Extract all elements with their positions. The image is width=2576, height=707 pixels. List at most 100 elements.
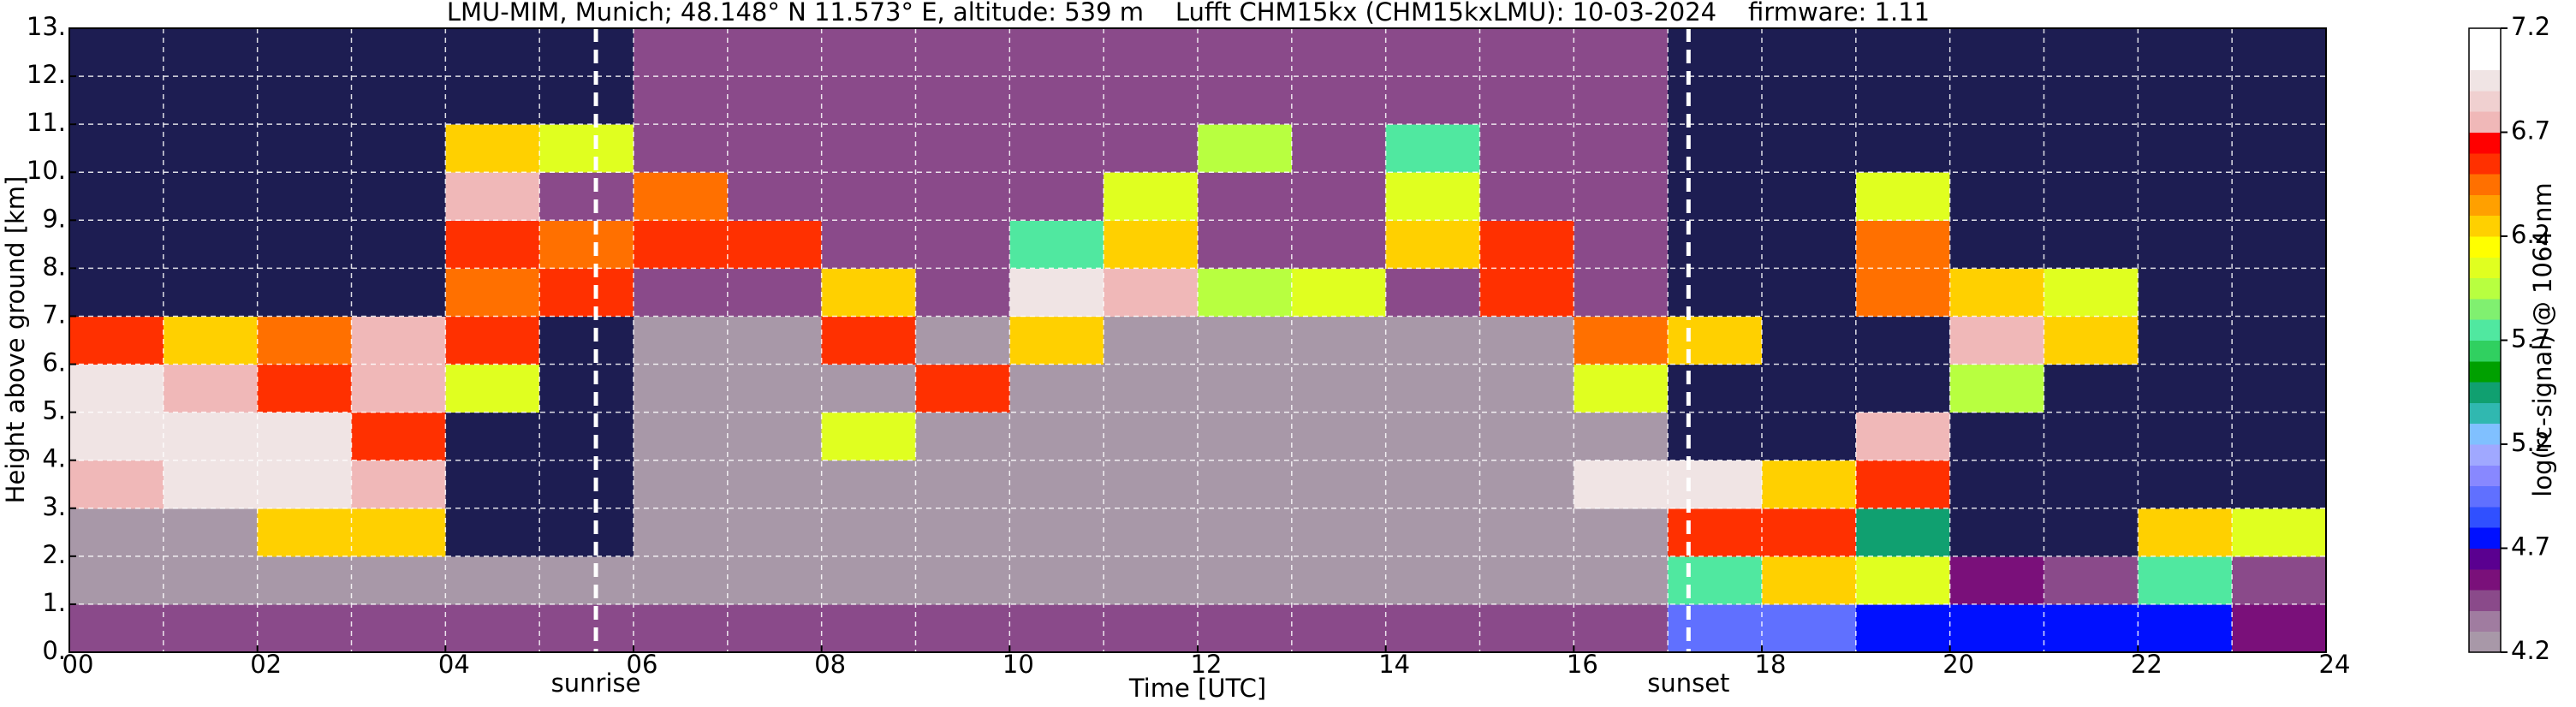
heatmap-cell: [1009, 28, 1104, 77]
heatmap-cell: [163, 76, 259, 125]
heatmap-cell: [634, 124, 729, 173]
heatmap-cell: [634, 28, 729, 77]
heatmap-cell: [1009, 460, 1104, 509]
x-tick-label: 06: [627, 650, 658, 679]
heatmap-cell: [821, 124, 916, 173]
heatmap-cell: [2138, 268, 2233, 317]
heatmap-cell: [2138, 76, 2233, 125]
heatmap-cell: [1385, 76, 1480, 125]
colorbar-segment: [2469, 568, 2501, 591]
colorbar-tick-label: 5.2: [2511, 428, 2550, 457]
heatmap-cell: [351, 172, 446, 221]
heatmap-cell: [69, 364, 164, 413]
heatmap-cell: [2232, 28, 2327, 77]
heatmap-cell: [1198, 172, 1293, 221]
heatmap-cell: [1855, 603, 1951, 653]
heatmap-cell: [1385, 220, 1480, 269]
heatmap-cell: [1479, 508, 1574, 557]
heatmap-cell: [1291, 364, 1387, 413]
heatmap-cell: [257, 603, 352, 653]
heatmap-cell: [1574, 220, 1669, 269]
x-tick-label: 24: [2319, 650, 2351, 679]
heatmap-cell: [1104, 124, 1199, 173]
heatmap-cell: [2232, 124, 2327, 173]
colorbar-tick-label: 5.7: [2511, 324, 2550, 354]
colorbar-segment: [2469, 215, 2501, 237]
chart-title: LMU-MIM, Munich; 48.148° N 11.573° E, al…: [447, 0, 1930, 27]
heatmap-cell: [2232, 508, 2327, 557]
heatmap-cell: [821, 172, 916, 221]
heatmap-cell: [1479, 220, 1574, 269]
y-tick-label: 2.: [42, 540, 66, 569]
heatmap-cell: [1385, 28, 1480, 77]
colorbar-segment: [2469, 152, 2501, 175]
plot-frame: [68, 27, 2327, 653]
heatmap-cell: [539, 412, 634, 461]
heatmap-cell: [1104, 76, 1199, 125]
heatmap-cell: [2138, 412, 2233, 461]
heatmap-cell: [1104, 556, 1199, 605]
y-tick-label: 3.: [42, 492, 66, 521]
colorbar-tick-label: 4.7: [2511, 532, 2550, 561]
heatmap-cell: [257, 28, 352, 77]
heatmap-cell: [2138, 124, 2233, 173]
heatmap-cell: [915, 76, 1010, 125]
heatmap-cell: [1949, 76, 2044, 125]
heatmap-cell: [2138, 316, 2233, 365]
colorbar-segment: [2469, 111, 2501, 133]
colorbar-segment: [2469, 236, 2501, 258]
x-tick-label: 08: [814, 650, 846, 679]
heatmap-cell: [2044, 603, 2139, 653]
heatmap-cell: [1198, 220, 1293, 269]
heatmap-cell: [445, 172, 540, 221]
heatmap-cell: [1009, 268, 1104, 317]
heatmap-cell: [915, 603, 1010, 653]
heatmap-cell: [915, 172, 1010, 221]
heatmap-cell: [915, 508, 1010, 557]
y-tick-label: 1.: [42, 588, 66, 617]
heatmap-cell: [539, 220, 634, 269]
heatmap-cell: [1479, 556, 1574, 605]
heatmap-cell: [1762, 460, 1857, 509]
heatmap-cell: [351, 603, 446, 653]
heatmap-cell: [2232, 316, 2327, 365]
heatmap-cell: [1668, 603, 1763, 653]
heatmap-cell: [1855, 268, 1951, 317]
x-tick-label: 10: [1002, 650, 1034, 679]
colorbar-segment: [2469, 90, 2501, 112]
heatmap-cell: [1668, 268, 1763, 317]
heatmap-cell: [1198, 508, 1293, 557]
heatmap-cell: [1762, 508, 1857, 557]
heatmap-cell: [2044, 28, 2139, 77]
heatmap-cell: [1762, 28, 1857, 77]
heatmap-cell: [2044, 460, 2139, 509]
colorbar-segment: [2469, 444, 2501, 466]
heatmap-cell: [1479, 412, 1574, 461]
y-axis-label: Height above ground [km]: [1, 176, 30, 504]
heatmap-cell: [915, 220, 1010, 269]
heatmap-cell: [257, 508, 352, 557]
heatmap-cell: [1574, 556, 1669, 605]
heatmap-cell: [1574, 316, 1669, 365]
heatmap-cell: [727, 460, 823, 509]
heatmap-cell: [445, 316, 540, 365]
heatmap-cell: [1949, 220, 2044, 269]
heatmap-cell: [1291, 603, 1387, 653]
heatmap-cell: [1104, 28, 1199, 77]
heatmap-cell: [2232, 412, 2327, 461]
heatmap-cell: [1009, 220, 1104, 269]
y-tick-label: 6.: [42, 348, 66, 377]
heatmap-cell: [1855, 124, 1951, 173]
heatmap-cell: [634, 412, 729, 461]
x-tick-label: 22: [2131, 650, 2163, 679]
heatmap-cell: [1762, 172, 1857, 221]
heatmap-cell: [2044, 124, 2139, 173]
heatmap-cell: [634, 603, 729, 653]
heatmap-cell: [1668, 172, 1763, 221]
heatmap-cell: [2232, 556, 2327, 605]
heatmap-cell: [1104, 412, 1199, 461]
heatmap-cell: [2232, 172, 2327, 221]
heatmap-cell: [1009, 316, 1104, 365]
heatmap-cell: [2138, 220, 2233, 269]
